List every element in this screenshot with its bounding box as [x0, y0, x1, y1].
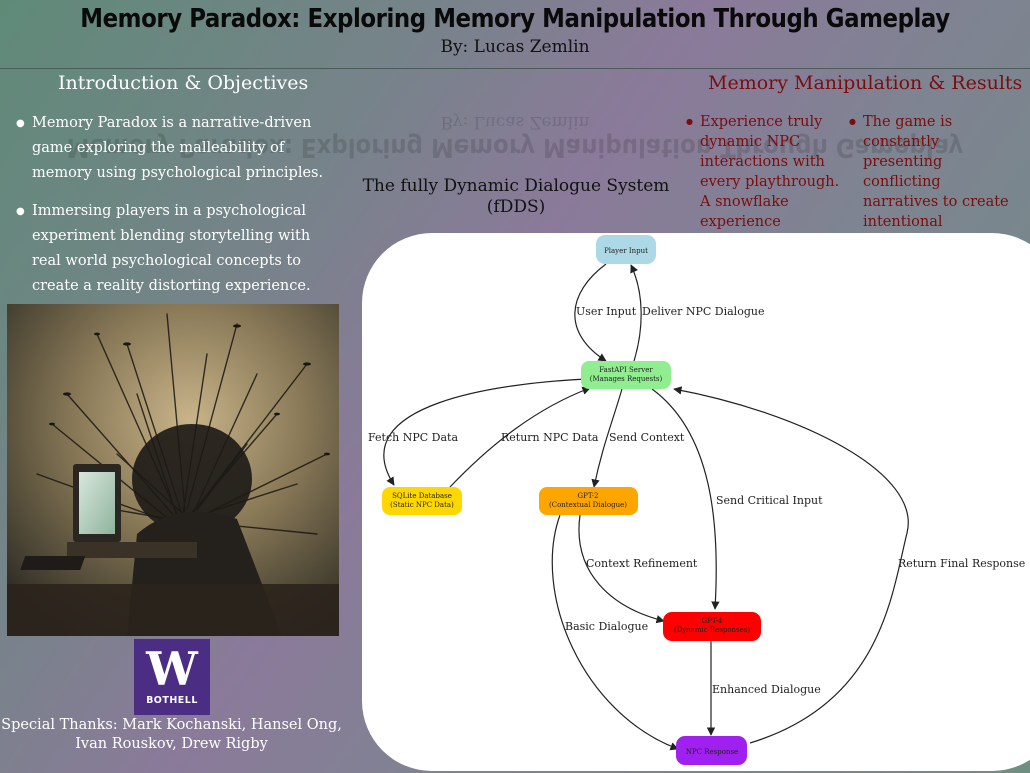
edge-return-npc-data — [449, 386, 591, 488]
edge-deliver-dialogue — [630, 264, 642, 362]
edge-label-deliver: Deliver NPC Dialogue — [642, 305, 764, 318]
edge-context-refinement — [578, 514, 665, 624]
intro-bullet-list: Memory Paradox is a narrative-driven gam… — [16, 111, 334, 312]
node-npc-label: NPC Response — [686, 748, 738, 756]
results-bullet: Experience truly dynamic NPC interaction… — [686, 112, 846, 232]
edge-label-basic-dialogue: Basic Dialogue — [565, 620, 648, 633]
special-thanks: Special Thanks: Mark Kochanski, Hansel O… — [1, 717, 342, 752]
results-bullet-list-1: Experience truly dynamic NPC interaction… — [686, 112, 846, 232]
memory-illustration-svg — [7, 304, 339, 636]
node-server-label-1: FastAPI Server — [599, 366, 653, 374]
results-heading: Memory Manipulation & Results — [708, 72, 1023, 94]
node-player-input-label: Player Input — [604, 247, 648, 255]
fdds-flow-diagram: Player Input FastAPI Server (Manages Req… — [368, 235, 1025, 765]
node-sqlite-database: SQLite Database (Static NPC Data) — [382, 487, 462, 515]
node-gpt2: GPT-2 (Contextual Dialogue) — [539, 487, 638, 515]
uw-bothell-logo: W BOTHELL — [134, 639, 210, 715]
edge-label-send-context: Send Context — [609, 431, 685, 444]
edge-send-context — [591, 388, 623, 488]
node-sqlite-label-2: (Static NPC Data) — [390, 501, 454, 509]
node-server-label-2: (Manages Requests) — [590, 375, 663, 383]
node-gpt4-label-2: (Dynamic Responses) — [674, 626, 751, 634]
edge-label-send-critical: Send Critical Input — [716, 494, 823, 507]
edge-label-return-npc: Return NPC Data — [501, 431, 599, 444]
node-gpt2-label-2: (Contextual Dialogue) — [549, 501, 627, 509]
intro-heading: Introduction & Objectives — [58, 72, 309, 94]
edge-send-critical — [651, 388, 720, 610]
poster-title: Memory Paradox: Exploring Memory Manipul… — [80, 4, 950, 34]
edge-label-fetch: Fetch NPC Data — [368, 431, 458, 444]
intro-bullet: Memory Paradox is a narrative-driven gam… — [16, 111, 334, 186]
node-player-input: Player Input — [596, 235, 656, 264]
edge-user-input — [574, 263, 607, 362]
intro-bullet: Immersing players in a psychological exp… — [16, 199, 334, 299]
edge-label-return-final: Return Final Response — [898, 557, 1025, 570]
diagram-panel — [362, 233, 1030, 771]
edge-return-final — [673, 386, 909, 744]
node-gpt2-label-1: GPT-2 — [578, 492, 599, 500]
logo-letter: W — [146, 642, 198, 696]
edge-label-enhanced-dialogue: Enhanced Dialogue — [712, 683, 821, 696]
poster-byline: By: Lucas Zemlin — [440, 37, 590, 57]
node-sqlite-label-1: SQLite Database — [392, 492, 452, 500]
memory-illustration-image — [7, 304, 339, 636]
node-gpt4-label-1: GPT-4 — [702, 617, 723, 625]
edge-fetch-npc-data — [383, 378, 588, 486]
edge-label-user-input: User Input — [576, 305, 637, 318]
node-gpt4: GPT-4 (Dynamic Responses) — [663, 612, 761, 641]
poster-header: Memory Paradox: Exploring Memory Manipul… — [0, 0, 1030, 69]
node-npc-response: NPC Response — [676, 736, 747, 765]
diagram-title: The fully Dynamic Dialogue System (fDDS) — [362, 176, 670, 217]
node-fastapi-server: FastAPI Server (Manages Requests) — [581, 361, 671, 389]
logo-text: BOTHELL — [146, 695, 198, 706]
edge-label-context-refinement: Context Refinement — [586, 557, 698, 570]
edge-basic-dialogue — [551, 514, 679, 751]
